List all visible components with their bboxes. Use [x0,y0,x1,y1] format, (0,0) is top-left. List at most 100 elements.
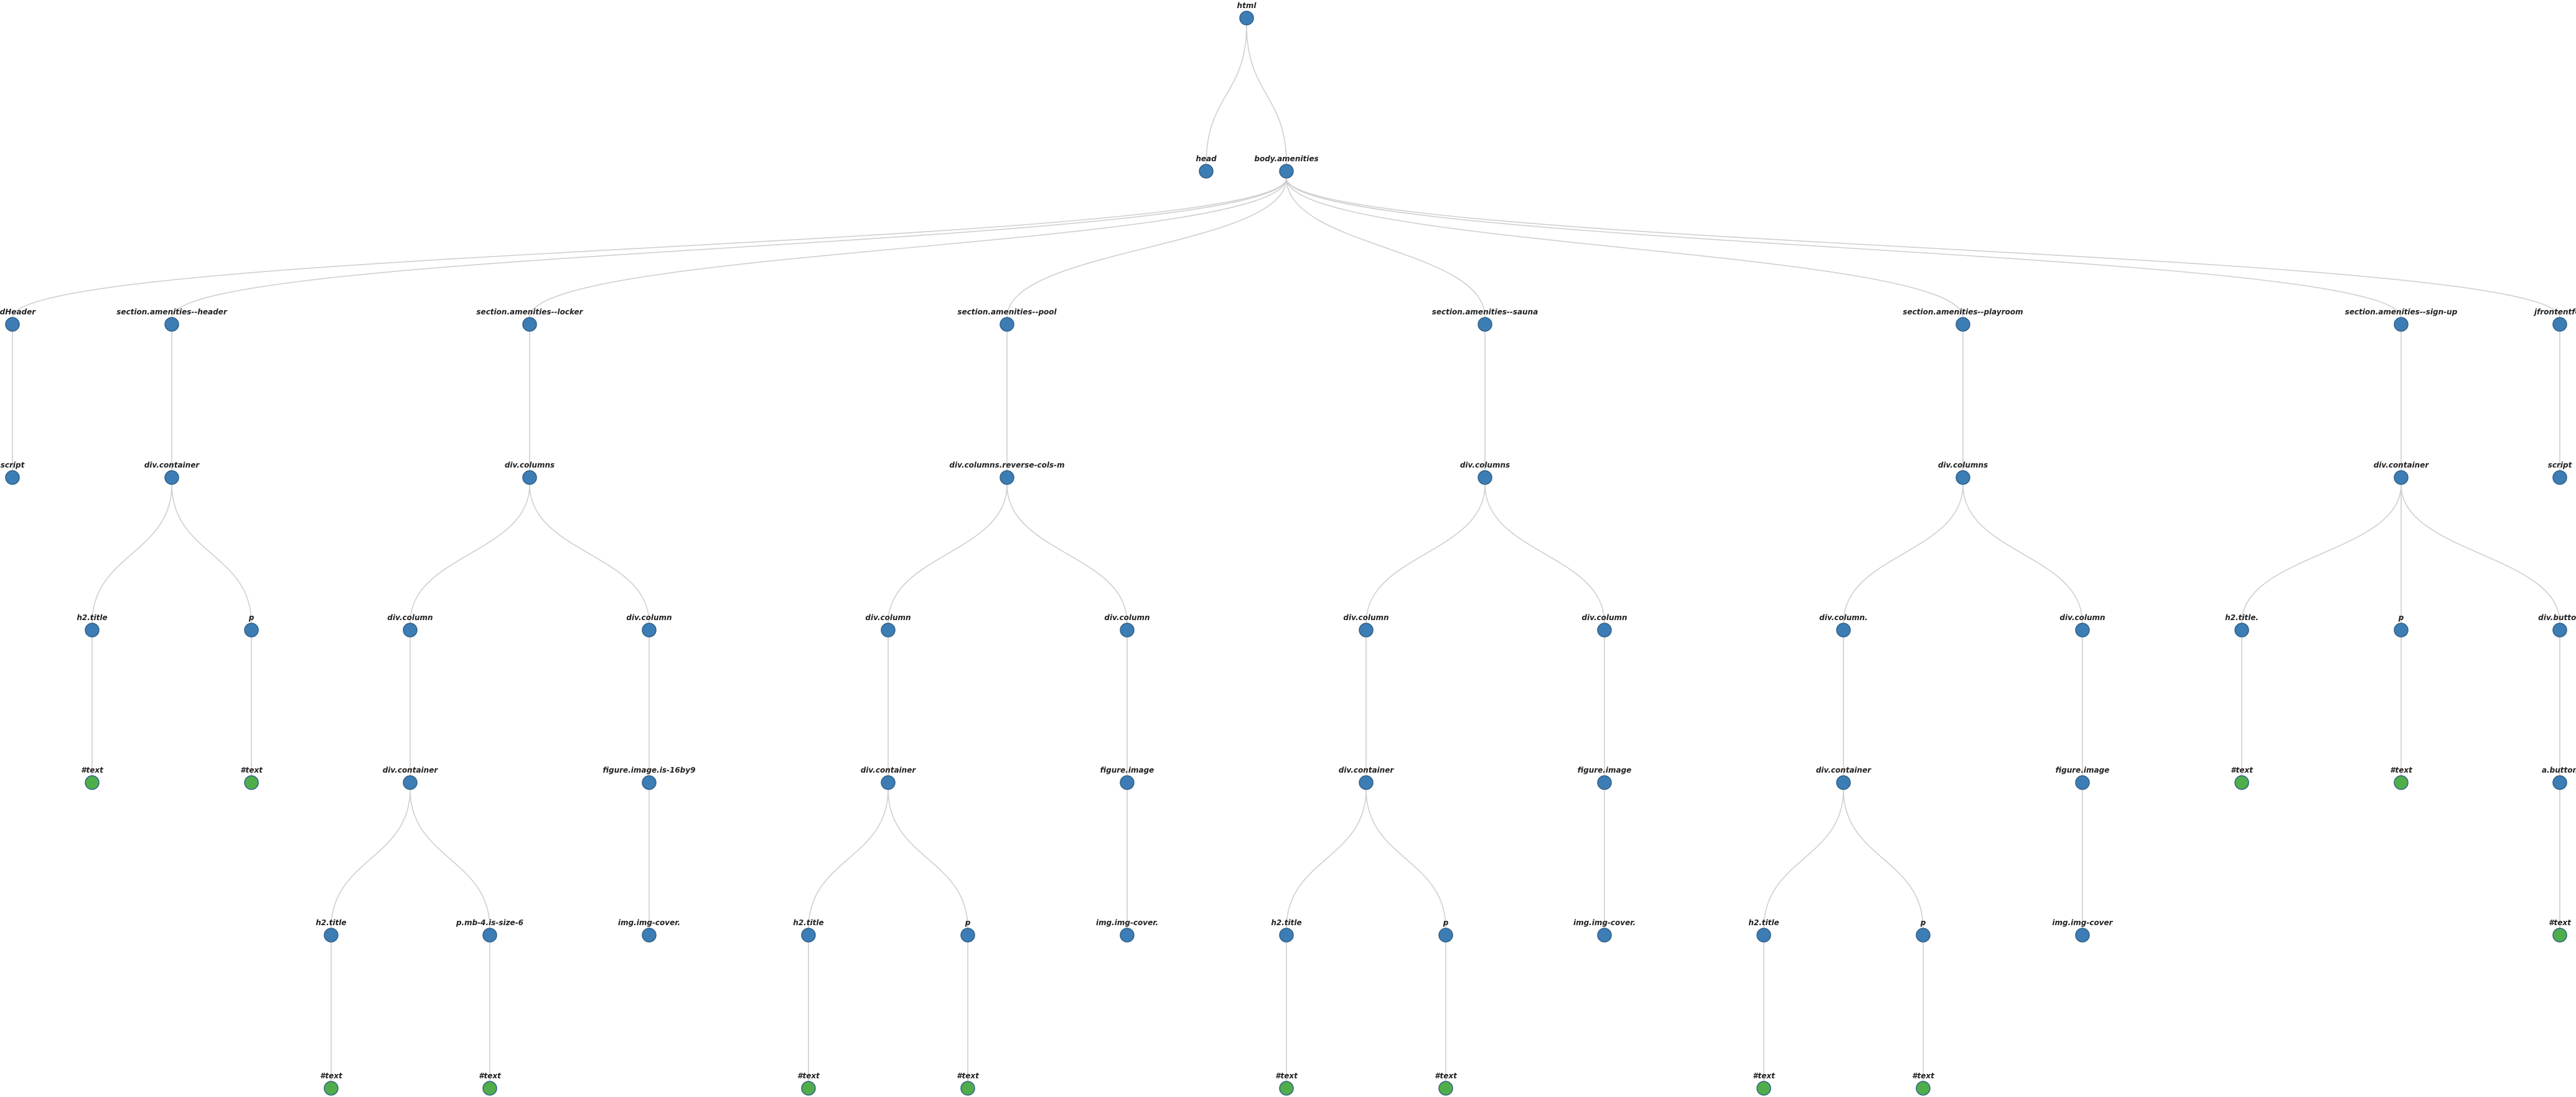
element-node-marker [324,928,339,943]
node-label: div.columns [1938,461,1988,469]
element-node-marker [1359,775,1374,790]
element-node-marker [403,623,418,638]
tree-node-script: script [1,461,26,485]
tree-edge [529,484,650,624]
node-label: div.button [2538,613,2576,622]
node-label: img.img-cover. [1096,918,1158,927]
node-label: div.container [1339,766,1395,774]
element-node-marker [1279,164,1294,179]
node-label: div.column [865,613,911,622]
text-node-marker [85,775,100,790]
node-label: section.amenities--header [116,308,228,316]
tree-node-section-amenities-sauna: section.amenities--sauna [1432,308,1538,332]
node-label: #text [81,766,104,774]
element-node-marker [1955,317,1970,332]
tree-edge [1286,177,1486,318]
text-node-marker [2394,775,2409,790]
node-label: h2.title [793,918,823,927]
tree-node-section-amenities-header: section.amenities--header [116,308,228,332]
tree-node-text: #text [1275,1071,1298,1096]
tree-edge [330,789,411,929]
text-node-marker [1438,1081,1453,1096]
element-node-marker [801,928,816,943]
tree-node-section-amenities-locker: section.amenities--locker [476,308,584,332]
tree-node-img-img-cover: img.img-cover. [1573,918,1636,943]
node-label: div.container [1816,766,1872,774]
element-node-marker [1756,928,1771,943]
tree-edge [808,789,889,929]
text-node-marker [1756,1081,1771,1096]
tree-edge [1286,177,2402,318]
element-node-marker [2552,470,2567,485]
element-node-marker [2394,623,2409,638]
node-label: div.column [1581,613,1627,622]
node-label: section.amenities--sign-up [2345,308,2458,316]
element-node-marker [642,928,657,943]
element-node-marker [2075,623,2090,638]
element-node-marker [5,470,20,485]
tree-node-text: #text [1912,1071,1935,1096]
element-node-marker [85,623,100,638]
tree-node-div-container: div.container [383,766,439,790]
node-label: a.button [2542,766,2576,774]
element-node-marker [1438,928,1453,943]
node-label: h2.title [1271,918,1301,927]
tree-node-text: #text [797,1071,820,1096]
node-label: h2.title. [2225,613,2259,622]
node-label: #text [957,1071,980,1080]
element-node-marker [2075,928,2090,943]
tree-edge [2241,484,2402,624]
element-node-marker [522,317,537,332]
tree-edge [410,484,530,624]
element-node-marker [1120,623,1135,638]
tree-node-head: head [1196,154,1217,179]
tree-node-div-columns: div.columns [505,461,555,485]
element-node-marker [1000,470,1014,485]
node-label: img.img-cover. [1573,918,1636,927]
tree-node-h2-title: h2.title [793,918,824,943]
tree-node-p: p [1438,918,1453,943]
text-node-marker [2552,928,2567,943]
element-node-marker [642,623,657,638]
element-node-marker [1597,928,1612,943]
tree-edge [888,484,1008,624]
node-label: #text [1753,1071,1776,1080]
node-label: div.container [383,766,439,774]
tree-node-text: #text [320,1071,343,1096]
element-node-marker [1120,775,1135,790]
tree-node-dedheader: dedHeader [0,308,36,332]
tree-node-div-column: div.column [1581,613,1628,638]
element-node-marker [1597,775,1612,790]
node-label: #text [2231,766,2254,774]
tree-edge [171,177,1287,318]
tree-node-div-column: div.column [1104,613,1150,638]
tree-node-h2-title: h2.title [1748,918,1779,943]
tree-node-p: p [244,613,259,638]
tree-edge [12,177,1287,318]
tree-node-div-columns: div.columns [1938,461,1988,485]
tree-node-div-button: div.button [2538,613,2576,638]
tree-edge [1962,484,2083,624]
tree-node-div-container: div.container [1816,766,1872,790]
node-label: #text [240,766,263,774]
tree-node-h2-title: h2.title [77,613,108,638]
tree-edge [1365,484,1486,624]
tree-node-h2-title: h2.title [316,918,347,943]
tree-node-div-column: div.column [865,613,911,638]
tree-node-text: #text [81,766,104,790]
element-node-marker [164,317,179,332]
node-label: div.columns.reverse-cols-m [949,461,1064,469]
element-node-marker [2075,775,2090,790]
node-label: dedHeader [0,308,36,316]
tree-node-p: p [2394,613,2409,638]
element-node-marker [2552,775,2567,790]
node-label: img.img-cover [2052,918,2113,927]
element-node-marker [1836,775,1851,790]
node-label: h2.title [316,918,346,927]
text-node-marker [244,775,259,790]
element-node-marker [403,775,418,790]
text-node-marker [2234,775,2249,790]
element-node-marker [1836,623,1851,638]
edges-layer [12,24,2560,1081]
node-label: head [1196,154,1217,163]
